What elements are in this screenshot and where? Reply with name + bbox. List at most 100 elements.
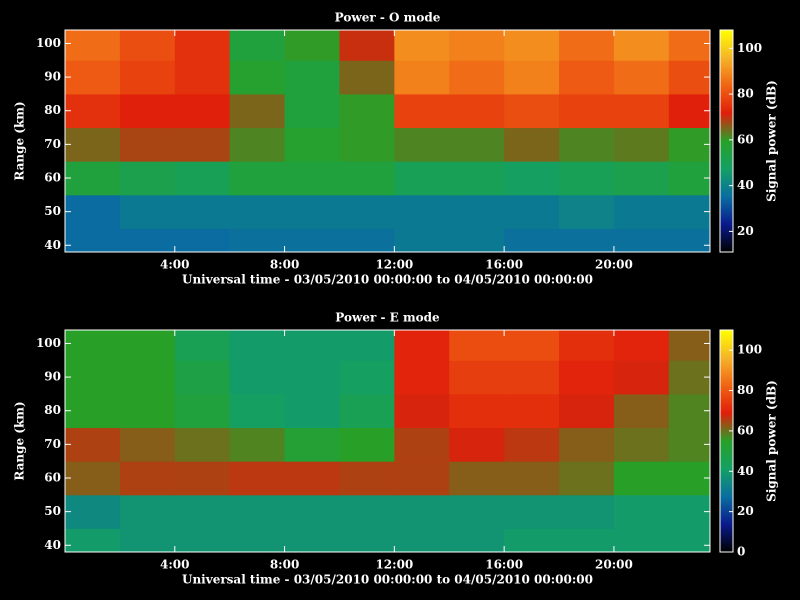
heatmap-cell	[504, 360, 560, 395]
heatmap-cell	[559, 60, 615, 95]
heatmap-cell	[504, 194, 560, 229]
heatmap-cell	[65, 461, 121, 496]
heatmap-cell	[668, 60, 710, 95]
heatmap-cell	[174, 228, 231, 252]
heatmap-cell	[613, 528, 670, 552]
heatmap-cell	[394, 228, 450, 252]
heatmap-cell	[449, 30, 505, 61]
heatmap-cell	[668, 194, 710, 229]
heatmap-cell	[229, 194, 286, 229]
heatmap-cell	[449, 528, 505, 552]
heatmap-cell	[613, 127, 670, 162]
heatmap-cell	[119, 393, 176, 429]
y-tick-label: 70	[44, 137, 61, 151]
heatmap-cell	[174, 60, 231, 95]
heatmap-cell	[339, 194, 395, 229]
heatmap-cell	[449, 127, 505, 162]
heatmap-cell	[284, 360, 340, 395]
heatmap-cell	[504, 494, 560, 529]
heatmap-cell	[119, 161, 176, 196]
colorbar-tick-label: 100	[737, 343, 762, 357]
heatmap-cell	[174, 330, 231, 361]
panel-title: Power - E mode	[335, 311, 440, 325]
heatmap-cell	[339, 528, 395, 552]
heatmap-cell	[449, 194, 505, 229]
y-axis-label: Range (km)	[13, 401, 27, 480]
heatmap-cell	[668, 93, 710, 129]
panel-title: Power - O mode	[335, 11, 441, 25]
heatmap-cell	[119, 360, 176, 395]
heatmap-cell	[339, 393, 395, 429]
heatmap-cell	[668, 528, 710, 552]
heatmap-cell	[284, 494, 340, 529]
heatmap-cell	[504, 60, 560, 95]
heatmap-cell	[559, 461, 615, 496]
heatmap-cell	[65, 60, 121, 95]
heatmap-cell	[449, 330, 505, 361]
heatmap-cell	[449, 427, 505, 462]
colorbar-tick-label: 80	[737, 87, 754, 101]
heatmap-cell	[613, 393, 670, 429]
heatmap-cell	[613, 330, 670, 361]
heatmap-cell	[339, 494, 395, 529]
heatmap-cell	[284, 60, 340, 95]
heatmap-cell	[449, 161, 505, 196]
heatmap-cell	[668, 127, 710, 162]
heatmap-cell	[284, 161, 340, 196]
heatmap-cell	[65, 194, 121, 229]
heatmap-cell	[668, 161, 710, 196]
colorbar-tick-label: 100	[737, 41, 762, 55]
heatmap-cell	[668, 228, 710, 252]
heatmap-cell	[504, 528, 560, 552]
colorbar	[719, 29, 734, 253]
colorbar-tick-label: 40	[737, 178, 754, 192]
heatmap-cell	[229, 127, 286, 162]
heatmap-cell	[339, 161, 395, 196]
heatmap-cell	[339, 93, 395, 129]
heatmap-cell	[394, 461, 450, 496]
x-tick-label: 16:00	[485, 258, 523, 272]
heatmap-cell	[668, 30, 710, 61]
heatmap-cell	[119, 93, 176, 129]
heatmap-cell	[449, 93, 505, 129]
colorbar-tick-label: 40	[737, 464, 754, 478]
x-tick-label: 16:00	[485, 558, 523, 572]
heatmap-cell	[174, 461, 231, 496]
x-axis-label: Universal time - 03/05/2010 00:00:00 to …	[182, 573, 593, 587]
x-tick-label: 20:00	[595, 258, 633, 272]
y-tick-label: 80	[44, 403, 61, 417]
heatmap-cell	[339, 461, 395, 496]
y-tick-label: 40	[44, 238, 61, 252]
y-tick-label: 100	[36, 36, 61, 50]
heatmap-cell	[559, 393, 615, 429]
heatmap-cell	[449, 494, 505, 529]
heatmap-cell	[119, 127, 176, 162]
heatmap-cell	[65, 30, 121, 61]
heatmap-cell	[559, 194, 615, 229]
heatmap-cell	[339, 30, 395, 61]
heatmap-cell	[284, 30, 340, 61]
heatmap-cell	[559, 30, 615, 61]
heatmap-cell	[229, 161, 286, 196]
heatmap-cell	[559, 228, 615, 252]
heatmap-cells	[65, 330, 710, 552]
heatmap-cell	[65, 161, 121, 196]
heatmap-cell	[504, 427, 560, 462]
x-tick-label: 12:00	[375, 258, 413, 272]
y-tick-label: 60	[44, 171, 61, 185]
heatmap-cell	[339, 228, 395, 252]
heatmap-cell	[394, 494, 450, 529]
x-axis-label: Universal time - 03/05/2010 00:00:00 to …	[182, 273, 593, 287]
heatmap-cell	[504, 161, 560, 196]
x-tick-label: 4:00	[160, 558, 189, 572]
y-tick-label: 90	[44, 70, 61, 84]
y-tick-label: 60	[44, 471, 61, 485]
heatmap-cell	[559, 93, 615, 129]
heatmap-cell	[174, 161, 231, 196]
heatmap-cell	[613, 228, 670, 252]
heatmap-cell	[339, 330, 395, 361]
heatmap-cell	[559, 360, 615, 395]
colorbar-tick-label: 0	[737, 545, 745, 559]
heatmap-cell	[284, 330, 340, 361]
heatmap-cell	[504, 93, 560, 129]
